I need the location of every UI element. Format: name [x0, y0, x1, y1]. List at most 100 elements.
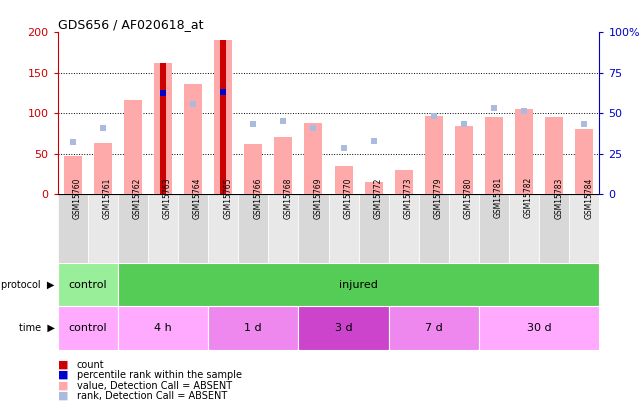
- Point: [369, 138, 379, 144]
- Bar: [148, 194, 178, 263]
- Text: 30 d: 30 d: [527, 323, 551, 333]
- Text: control: control: [69, 323, 107, 333]
- Bar: [94, 143, 112, 194]
- Text: GSM15766: GSM15766: [253, 177, 262, 219]
- Bar: [274, 137, 292, 194]
- Bar: [388, 194, 419, 263]
- Bar: [58, 263, 118, 306]
- Bar: [269, 194, 299, 263]
- Text: GSM15768: GSM15768: [283, 177, 292, 219]
- Bar: [569, 194, 599, 263]
- Bar: [154, 63, 172, 194]
- Point: [489, 104, 499, 111]
- Bar: [124, 100, 142, 194]
- Bar: [214, 40, 232, 194]
- Bar: [365, 182, 383, 194]
- Bar: [221, 40, 226, 194]
- Bar: [63, 156, 82, 194]
- Text: 4 h: 4 h: [154, 323, 172, 333]
- Bar: [88, 194, 118, 263]
- Text: rank, Detection Call = ABSENT: rank, Detection Call = ABSENT: [77, 391, 227, 401]
- Bar: [455, 126, 473, 194]
- Bar: [178, 194, 208, 263]
- Bar: [244, 144, 262, 194]
- Text: GSM15761: GSM15761: [103, 177, 112, 219]
- Point: [308, 125, 319, 131]
- Bar: [118, 194, 148, 263]
- Point: [97, 125, 108, 131]
- Text: GDS656 / AF020618_at: GDS656 / AF020618_at: [58, 18, 203, 31]
- Text: GSM15765: GSM15765: [223, 177, 232, 219]
- Bar: [358, 194, 388, 263]
- Bar: [238, 194, 269, 263]
- Point: [158, 90, 168, 96]
- Bar: [479, 306, 599, 350]
- Bar: [118, 263, 599, 306]
- Text: GSM15782: GSM15782: [524, 177, 533, 218]
- Bar: [208, 194, 238, 263]
- Point: [519, 108, 529, 114]
- Text: GSM15762: GSM15762: [133, 177, 142, 219]
- Text: percentile rank within the sample: percentile rank within the sample: [77, 370, 242, 380]
- Bar: [425, 116, 443, 194]
- Bar: [479, 194, 509, 263]
- Bar: [539, 194, 569, 263]
- Text: GSM15760: GSM15760: [72, 177, 82, 219]
- Bar: [515, 109, 533, 194]
- Bar: [58, 194, 88, 263]
- Bar: [118, 306, 208, 350]
- Text: control: control: [69, 279, 107, 290]
- Point: [278, 118, 288, 125]
- Text: GSM15763: GSM15763: [163, 177, 172, 219]
- Bar: [299, 306, 388, 350]
- Text: ■: ■: [58, 370, 68, 380]
- Text: protocol  ▶: protocol ▶: [1, 279, 54, 290]
- Text: GSM15773: GSM15773: [404, 177, 413, 219]
- Text: 7 d: 7 d: [425, 323, 443, 333]
- Bar: [160, 63, 166, 194]
- Bar: [509, 194, 539, 263]
- Text: ■: ■: [58, 381, 68, 390]
- Text: GSM15783: GSM15783: [554, 177, 563, 219]
- Bar: [388, 306, 479, 350]
- Bar: [575, 129, 594, 194]
- Text: GSM15764: GSM15764: [193, 177, 202, 219]
- Bar: [299, 194, 328, 263]
- Text: value, Detection Call = ABSENT: value, Detection Call = ABSENT: [77, 381, 232, 390]
- Text: GSM15769: GSM15769: [313, 177, 322, 219]
- Text: 3 d: 3 d: [335, 323, 353, 333]
- Text: GSM15780: GSM15780: [464, 177, 473, 219]
- Text: ■: ■: [58, 391, 68, 401]
- Point: [579, 121, 590, 127]
- Bar: [485, 117, 503, 194]
- Point: [218, 88, 228, 95]
- Point: [188, 100, 198, 107]
- Text: GSM15781: GSM15781: [494, 177, 503, 218]
- Bar: [545, 117, 563, 194]
- Point: [429, 113, 439, 119]
- Bar: [304, 123, 322, 194]
- Point: [248, 121, 258, 127]
- Text: ■: ■: [58, 360, 68, 369]
- Text: GSM15784: GSM15784: [585, 177, 594, 219]
- Point: [338, 145, 349, 151]
- Text: GSM15772: GSM15772: [374, 177, 383, 219]
- Bar: [208, 306, 299, 350]
- Text: GSM15779: GSM15779: [434, 177, 443, 219]
- Text: count: count: [77, 360, 104, 369]
- Bar: [328, 194, 358, 263]
- Text: GSM15770: GSM15770: [344, 177, 353, 219]
- Bar: [184, 84, 202, 194]
- Text: injured: injured: [339, 279, 378, 290]
- Bar: [419, 194, 449, 263]
- Text: time  ▶: time ▶: [19, 323, 54, 333]
- Bar: [335, 166, 353, 194]
- Point: [459, 121, 469, 127]
- Bar: [449, 194, 479, 263]
- Bar: [58, 306, 118, 350]
- Text: 1 d: 1 d: [244, 323, 262, 333]
- Bar: [395, 170, 413, 194]
- Point: [158, 90, 168, 96]
- Point: [218, 88, 228, 95]
- Point: [67, 139, 78, 145]
